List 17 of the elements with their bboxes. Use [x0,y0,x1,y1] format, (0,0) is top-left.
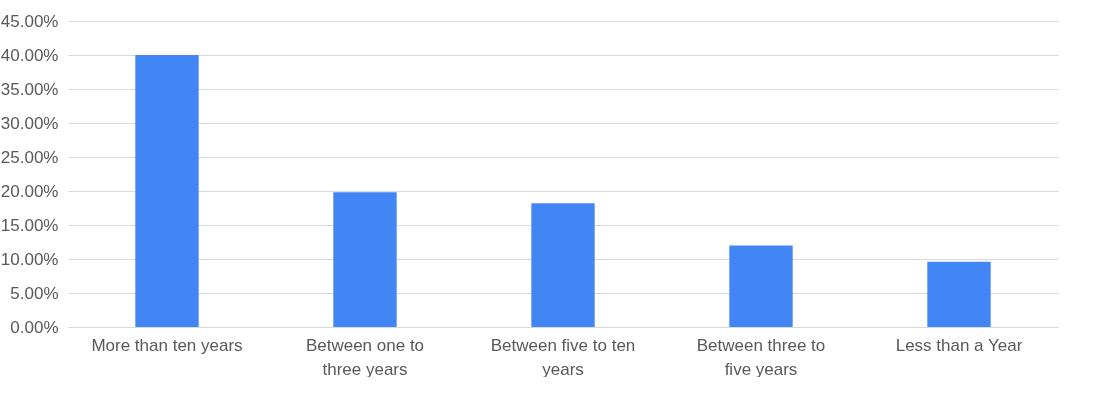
y-tick-label: 15.00% [0,215,59,235]
y-tick-label: 40.00% [0,45,59,65]
bar [333,192,397,327]
y-tick-label: 35.00% [0,79,59,99]
y-tick-label: 5.00% [10,283,59,303]
bar [531,203,595,327]
x-tick-label: More than ten years [91,335,243,355]
bar [729,245,793,327]
y-tick-label: 25.00% [0,147,59,167]
y-tick-label: 30.00% [0,113,59,133]
y-tick-label: 20.00% [0,181,59,201]
y-tick-label: 0.00% [10,317,59,337]
x-tick-label: Less than a Year [895,335,1023,355]
bar [135,55,199,327]
bar [927,261,991,327]
y-tick-label: 10.00% [0,249,59,269]
y-tick-label: 45.00% [0,11,59,31]
